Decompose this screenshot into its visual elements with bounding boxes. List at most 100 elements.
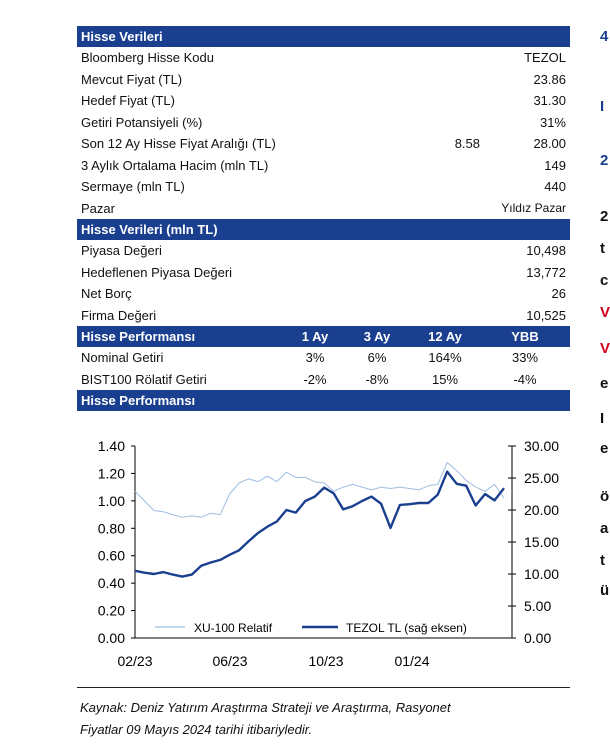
- row-label: Net Borç: [81, 286, 132, 301]
- section-header-stock-data: Hisse Verileri: [77, 26, 570, 47]
- row-nominal-return: Nominal Getiri 3% 6% 164% 33%: [77, 347, 570, 369]
- col-3-month: 3 Ay: [363, 329, 391, 344]
- row-label: Son 12 Ay Hisse Fiyat Aralığı (TL): [81, 136, 276, 151]
- clipped-text-fragment: e: [600, 375, 609, 392]
- x-tick-label: 06/23: [212, 653, 247, 669]
- x-tick-label: 02/23: [117, 653, 152, 669]
- row-value: 13,772: [526, 264, 566, 280]
- source-line-2: Fiyatlar 09 Mayıs 2024 tarihi itibariyle…: [80, 722, 313, 737]
- clipped-text-fragment: 2: [600, 152, 609, 169]
- col-1-month: 1 Ay: [301, 329, 329, 344]
- row-value: Yıldız Pazar: [501, 200, 566, 215]
- row-market: Pazar Yıldız Pazar: [77, 198, 570, 220]
- right-tick-label: 0.00: [524, 630, 551, 646]
- clipped-text-fragment: 4: [600, 28, 609, 45]
- clipped-text-fragment: t: [600, 240, 605, 257]
- right-tick-label: 15.00: [524, 534, 559, 550]
- cell: 6%: [367, 350, 387, 365]
- clipped-text-fragment: V: [600, 340, 610, 357]
- row-current-price: Mevcut Fiyat (TL) 23.86: [77, 69, 570, 91]
- left-tick-label: 0.00: [98, 630, 125, 646]
- legend-label-price: TEZOL TL (sağ eksen): [346, 621, 467, 635]
- row-value: 10,525: [526, 307, 566, 323]
- cell: -2%: [303, 371, 327, 387]
- left-tick-label: 1.20: [98, 465, 125, 481]
- cell: 33%: [511, 350, 539, 365]
- row-label: Pazar: [81, 200, 115, 216]
- row-value: TEZOL: [524, 50, 566, 65]
- row-enterprise-value: Firma Değeri 10,525: [77, 305, 570, 327]
- row-label: Mevcut Fiyat (TL): [81, 71, 183, 87]
- x-tick-label: 10/23: [308, 653, 343, 669]
- row-value: 23.86: [533, 71, 566, 87]
- performance-chart: 1.40 1.20 1.00 0.80 0.60 0.40 0.20 0.00 30.00 25.…: [80, 428, 569, 674]
- left-tick-label: 1.00: [98, 493, 125, 509]
- row-relative-return: BIST100 Rölatif Getiri -2% -8% 15% -4%: [77, 369, 570, 391]
- row-target-price: Hedef Fiyat (TL) 31.30: [77, 90, 570, 112]
- row-return-potential: Getiri Potansiyeli (%) 31%: [77, 112, 570, 134]
- stock-data-panel: Hisse Verileri Bloomberg Hisse Kodu TEZOL…: [77, 26, 570, 411]
- row-value: 10,498: [526, 243, 566, 258]
- clipped-text-fragment: t: [600, 552, 605, 569]
- row-label: Nominal Getiri: [81, 350, 164, 365]
- source-line-1: Kaynak: Deniz Yatırım Araştırma Strateji…: [80, 700, 451, 715]
- right-tick-label: 25.00: [524, 470, 559, 486]
- chart-svg: 1.40 1.20 1.00 0.80 0.60 0.40 0.20 0.00 30.00 25.…: [98, 438, 559, 669]
- clipped-text-fragment: I: [600, 98, 605, 115]
- cell: -4%: [513, 371, 537, 387]
- row-price-range: Son 12 Ay Hisse Fiyat Aralığı (TL) 8.58 28…: [77, 133, 570, 155]
- clipped-text-fragment: a: [600, 520, 609, 537]
- left-tick-label: 1.40: [98, 438, 125, 454]
- x-tick-label: 01/24: [394, 653, 429, 669]
- row-value: 31%: [539, 114, 566, 130]
- left-tick-label: 0.20: [98, 603, 125, 619]
- right-tick-label: 30.00: [524, 438, 559, 454]
- cell: 164%: [428, 350, 462, 365]
- row-net-debt: Net Borç 26: [77, 283, 570, 305]
- section-header-stock-data-mln: Hisse Verileri (mln TL): [77, 219, 570, 240]
- row-label: Bloomberg Hisse Kodu: [81, 50, 214, 65]
- row-label: Piyasa Değeri: [81, 243, 162, 258]
- row-label: Hedef Fiyat (TL): [81, 93, 175, 108]
- row-value: 26: [551, 286, 566, 301]
- col-12-month: 12 Ay: [428, 329, 462, 344]
- performance-title: Hisse Performansı: [81, 329, 196, 344]
- row-bloomberg-code: Bloomberg Hisse Kodu TEZOL: [77, 47, 570, 69]
- row-value: 149: [544, 157, 566, 173]
- row-label: Hedeflenen Piyasa Değeri: [81, 264, 233, 280]
- legend-label-relative: XU-100 Relatif: [194, 621, 273, 635]
- stock-data-mln-rows: Piyasa Değeri 10,498 Hedeflenen Piyasa De…: [77, 240, 570, 326]
- source-note: Kaynak: Deniz Yatırım Araştırma Strateji…: [80, 697, 550, 741]
- series-line-relative: [134, 462, 505, 518]
- series-line-price: [134, 470, 505, 578]
- section-header-performance-chart: Hisse Performansı: [77, 390, 570, 411]
- row-label: Sermaye (mln TL): [81, 179, 185, 194]
- row-value: 31.30: [533, 93, 566, 108]
- row-label: 3 Aylık Ortalama Hacim (mln TL): [81, 157, 269, 173]
- clipped-text-fragment: ö: [600, 488, 610, 505]
- cell: 3%: [305, 350, 325, 365]
- row-label: BIST100 Rölatif Getiri: [81, 371, 207, 387]
- divider: [77, 687, 570, 688]
- row-market-cap: Piyasa Değeri 10,498: [77, 240, 570, 262]
- row-value: 28.00: [533, 136, 566, 151]
- row-capital: Sermaye (mln TL) 440: [77, 176, 570, 198]
- cell: -8%: [365, 371, 389, 387]
- cell: 15%: [431, 371, 459, 387]
- clipped-text-fragment: ü: [600, 582, 610, 599]
- row-value: 440: [544, 179, 566, 194]
- clipped-text-fragment: 2: [600, 208, 609, 225]
- right-tick-label: 5.00: [524, 598, 551, 614]
- col-ytd: YBB: [511, 329, 539, 344]
- row-label: Getiri Potansiyeli (%): [81, 114, 203, 130]
- row-label: Firma Değeri: [81, 307, 157, 323]
- clipped-text-fragment: e: [600, 440, 609, 457]
- row-target-market-cap: Hedeflenen Piyasa Değeri 13,772: [77, 262, 570, 284]
- row-value-low: 8.58: [454, 136, 480, 151]
- clipped-text-fragment: I: [600, 410, 605, 427]
- row-avg-volume: 3 Aylık Ortalama Hacim (mln TL) 149: [77, 155, 570, 177]
- right-tick-label: 20.00: [524, 502, 559, 518]
- stock-data-rows: Bloomberg Hisse Kodu TEZOL Mevcut Fiyat (…: [77, 47, 570, 219]
- clipped-text-fragment: V: [600, 304, 610, 321]
- left-tick-label: 0.60: [98, 548, 125, 564]
